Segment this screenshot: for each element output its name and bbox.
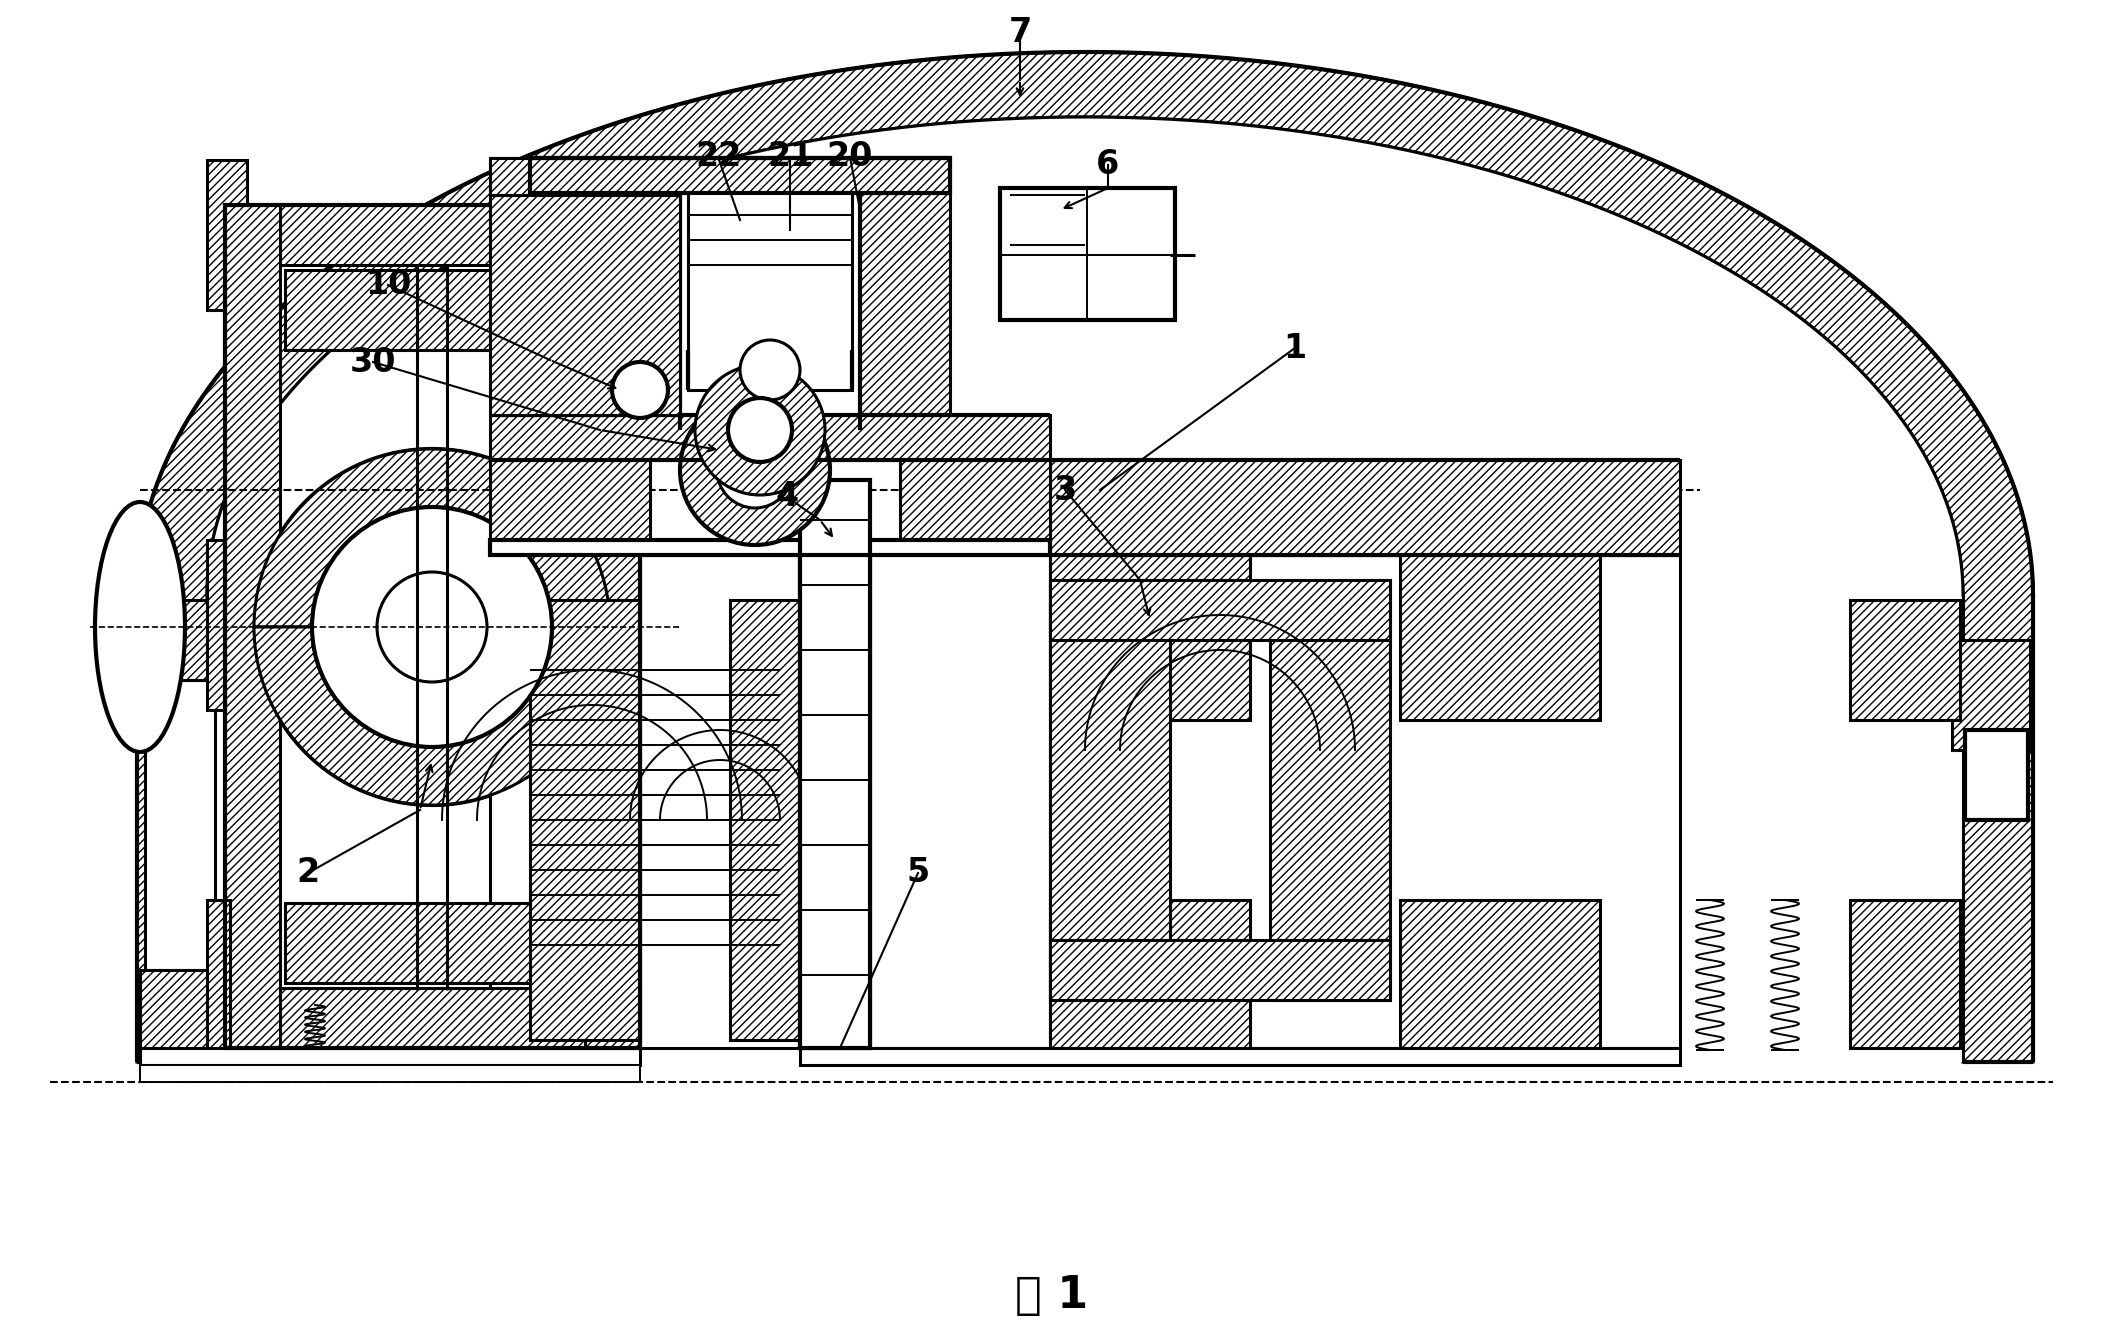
Text: 3: 3: [1054, 473, 1077, 506]
Text: 7: 7: [1007, 16, 1033, 48]
Polygon shape: [799, 1049, 1680, 1065]
Polygon shape: [141, 1049, 639, 1065]
Text: 2: 2: [297, 856, 320, 889]
Text: 10: 10: [364, 268, 412, 302]
Polygon shape: [530, 599, 639, 1041]
Ellipse shape: [95, 502, 185, 752]
Polygon shape: [225, 987, 639, 1049]
Polygon shape: [688, 193, 852, 389]
Polygon shape: [1851, 599, 1960, 720]
Polygon shape: [900, 460, 1049, 540]
Text: 20: 20: [826, 141, 873, 174]
Polygon shape: [679, 185, 860, 415]
Polygon shape: [286, 270, 580, 350]
Polygon shape: [530, 158, 951, 425]
Polygon shape: [1049, 556, 1249, 720]
Polygon shape: [141, 970, 225, 1050]
Polygon shape: [734, 369, 789, 440]
Polygon shape: [1049, 556, 1680, 1049]
Polygon shape: [585, 205, 639, 1049]
Polygon shape: [225, 205, 280, 1049]
Polygon shape: [1049, 940, 1390, 999]
Polygon shape: [490, 460, 650, 540]
Circle shape: [717, 432, 793, 508]
Circle shape: [376, 571, 488, 682]
Polygon shape: [141, 599, 225, 680]
Polygon shape: [1270, 579, 1390, 999]
Circle shape: [679, 395, 831, 545]
Polygon shape: [137, 52, 2034, 1062]
Polygon shape: [206, 900, 229, 1050]
Polygon shape: [490, 415, 1049, 460]
Polygon shape: [530, 158, 951, 193]
Polygon shape: [225, 205, 639, 264]
Text: 4: 4: [776, 481, 799, 513]
Wedge shape: [254, 449, 610, 627]
Text: 21: 21: [768, 141, 814, 174]
Polygon shape: [490, 158, 719, 195]
Polygon shape: [1401, 900, 1600, 1049]
Polygon shape: [1851, 900, 1960, 1049]
Text: 30: 30: [349, 346, 395, 379]
Polygon shape: [1049, 900, 1249, 1049]
Polygon shape: [286, 902, 580, 983]
Polygon shape: [1964, 730, 2027, 820]
Text: 图 1: 图 1: [1016, 1273, 1087, 1317]
Text: 6: 6: [1096, 149, 1119, 182]
Circle shape: [728, 397, 793, 462]
Text: 5: 5: [906, 856, 930, 889]
Polygon shape: [206, 117, 1962, 1062]
Polygon shape: [206, 540, 225, 710]
Text: 22: 22: [694, 141, 740, 174]
Polygon shape: [206, 159, 246, 310]
Circle shape: [612, 361, 669, 419]
Polygon shape: [1401, 556, 1600, 720]
Polygon shape: [1049, 579, 1169, 999]
Polygon shape: [1952, 641, 2029, 750]
Polygon shape: [145, 680, 215, 970]
Polygon shape: [490, 195, 679, 415]
Polygon shape: [1049, 460, 1680, 556]
Polygon shape: [490, 158, 700, 264]
Polygon shape: [730, 599, 799, 1041]
Text: 1: 1: [1283, 331, 1306, 364]
Circle shape: [311, 506, 551, 747]
Polygon shape: [490, 556, 799, 1049]
Circle shape: [694, 365, 824, 494]
Circle shape: [740, 340, 799, 400]
Polygon shape: [490, 540, 1049, 556]
Circle shape: [254, 449, 610, 805]
Polygon shape: [141, 1065, 639, 1082]
Wedge shape: [254, 627, 610, 805]
Polygon shape: [799, 556, 1049, 1049]
Polygon shape: [799, 556, 871, 1049]
Polygon shape: [1049, 579, 1390, 641]
Polygon shape: [799, 480, 871, 1049]
Polygon shape: [700, 416, 820, 459]
Polygon shape: [1001, 187, 1176, 320]
